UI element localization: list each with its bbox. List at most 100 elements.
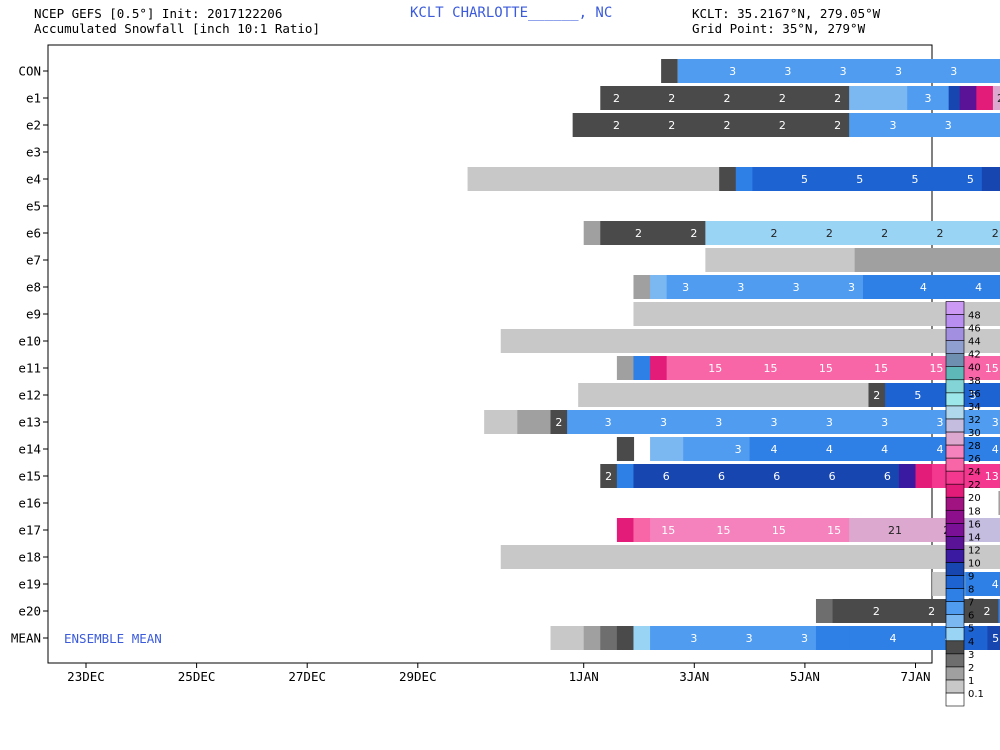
row-label-e11: e11 <box>18 361 41 376</box>
snowfall-bar-segment <box>998 599 1000 623</box>
cell-value-label: 15 <box>661 524 675 537</box>
legend-level-label: 10 <box>968 558 981 569</box>
cell-value-label: 3 <box>924 92 931 105</box>
cell-value-label: 4 <box>826 443 833 456</box>
snowfall-bar-segment <box>633 626 651 650</box>
plot-frame <box>47 44 933 664</box>
cell-value-label: 3 <box>793 281 800 294</box>
cell-value-label: 15 <box>985 362 999 375</box>
cell-value-label: 6 <box>884 470 891 483</box>
cell-value-label: 2 <box>834 92 841 105</box>
cell-value-label: 2 <box>724 119 731 132</box>
legend-level-label: 6 <box>968 611 974 622</box>
legend-swatch <box>945 536 965 550</box>
snowfall-bar-segment <box>976 86 994 110</box>
snowfall-bar-segment <box>650 626 817 650</box>
legend-level-label: 24 <box>968 467 981 478</box>
cell-value-label: 6 <box>829 470 836 483</box>
row-label-e16: e16 <box>18 496 41 511</box>
snowfall-bar-segment <box>677 59 1000 83</box>
cell-value-label: 3 <box>895 65 902 78</box>
legend-level-label: 34 <box>968 402 981 413</box>
snowfall-bar-segment <box>752 167 983 191</box>
cell-value-label: 13 <box>985 470 999 483</box>
snowfall-bar-segment <box>583 221 601 245</box>
cell-value-label: 5 <box>992 632 999 645</box>
cell-value-label: 4 <box>975 281 982 294</box>
row-label-e13: e13 <box>18 415 41 430</box>
legend-swatch <box>945 314 965 328</box>
cell-value-label: 22 <box>997 92 1000 105</box>
row-label-con: CON <box>18 64 41 79</box>
snowfall-bar-segment <box>915 464 933 488</box>
cell-value-label: 2 <box>690 227 697 240</box>
legend-level-label: 1 <box>968 676 974 687</box>
cell-value-label: 2 <box>555 416 562 429</box>
cell-value-label: 2 <box>613 92 620 105</box>
legend-swatch <box>945 549 965 563</box>
snowfall-bar-segment <box>815 599 834 623</box>
cell-value-label: 3 <box>715 416 722 429</box>
cell-value-label: 2 <box>613 119 620 132</box>
cell-value-label: 3 <box>746 632 753 645</box>
snowfall-bar-segment <box>484 410 518 434</box>
legend-swatch <box>945 457 965 472</box>
cell-value-label: 2 <box>928 605 935 618</box>
legend-swatch <box>945 340 965 354</box>
snowfall-bar-segment <box>616 356 635 380</box>
cell-value-label: 3 <box>735 443 742 456</box>
snowfall-bar-segment <box>719 167 737 191</box>
x-tick-label: 23DEC <box>67 669 105 684</box>
cell-value-label: 4 <box>992 443 999 456</box>
cell-value-label: 2 <box>779 119 786 132</box>
cell-value-label: 4 <box>771 443 778 456</box>
snowfall-bar-segment <box>633 302 1000 326</box>
cell-value-label: 3 <box>840 65 847 78</box>
snowfall-bar-segment <box>500 329 1000 353</box>
cell-value-label: 2 <box>724 92 731 105</box>
x-tick-label: 1JAN <box>569 669 599 684</box>
legend-swatch <box>945 496 965 511</box>
snowfall-bar-segment <box>992 86 1000 110</box>
snowfall-bar-segment <box>633 275 651 299</box>
snowfall-bar-segment <box>815 626 850 650</box>
cell-value-label: 3 <box>660 416 667 429</box>
cell-value-label: 3 <box>881 416 888 429</box>
legend-level-label: 3 <box>968 650 974 661</box>
snowfall-bar-segment <box>583 626 601 650</box>
cell-value-label: 3 <box>682 281 689 294</box>
cell-value-label: 2 <box>992 227 999 240</box>
row-label-e15: e15 <box>18 469 41 484</box>
ensemble-mean-annotation: ENSEMBLE MEAN <box>64 631 162 646</box>
legend-level-label: 0.1 <box>968 689 984 700</box>
cell-value-label: 21 <box>888 524 902 537</box>
legend-swatch <box>945 562 965 576</box>
legend-level-label: 26 <box>968 454 981 465</box>
row-label-e2: e2 <box>26 118 41 133</box>
snowfall-bar-segment <box>600 86 850 110</box>
snowfall-bar-segment <box>500 545 1000 569</box>
snowfall-bar-segment <box>550 410 568 434</box>
snowfall-bar-segment <box>683 437 751 461</box>
cell-value-label: 3 <box>801 632 808 645</box>
row-label-e1: e1 <box>26 91 41 106</box>
legend-swatch <box>945 522 965 537</box>
row-label-e4: e4 <box>26 172 41 187</box>
legend-level-label: 42 <box>968 350 981 361</box>
snowfall-bar-segment <box>600 221 706 245</box>
snowfall-bar-segment <box>705 221 1000 245</box>
legend-swatch <box>945 509 965 524</box>
legend-swatch <box>945 575 965 589</box>
legend-swatch <box>945 431 965 446</box>
snowfall-bar-segment <box>600 626 618 650</box>
snowfall-bar-segment <box>868 383 886 407</box>
legend-level-label: 46 <box>968 324 981 335</box>
snowfall-bar-segment <box>948 86 961 110</box>
snowfall-bar-segment <box>666 275 864 299</box>
cell-value-label: 4 <box>889 632 896 645</box>
header-station-coords: KCLT: 35.2167°N, 279.05°W <box>692 6 881 21</box>
cell-value-label: 2 <box>771 227 778 240</box>
cell-value-label: 2 <box>779 92 786 105</box>
cell-value-label: 3 <box>826 416 833 429</box>
row-label-e20: e20 <box>18 604 41 619</box>
